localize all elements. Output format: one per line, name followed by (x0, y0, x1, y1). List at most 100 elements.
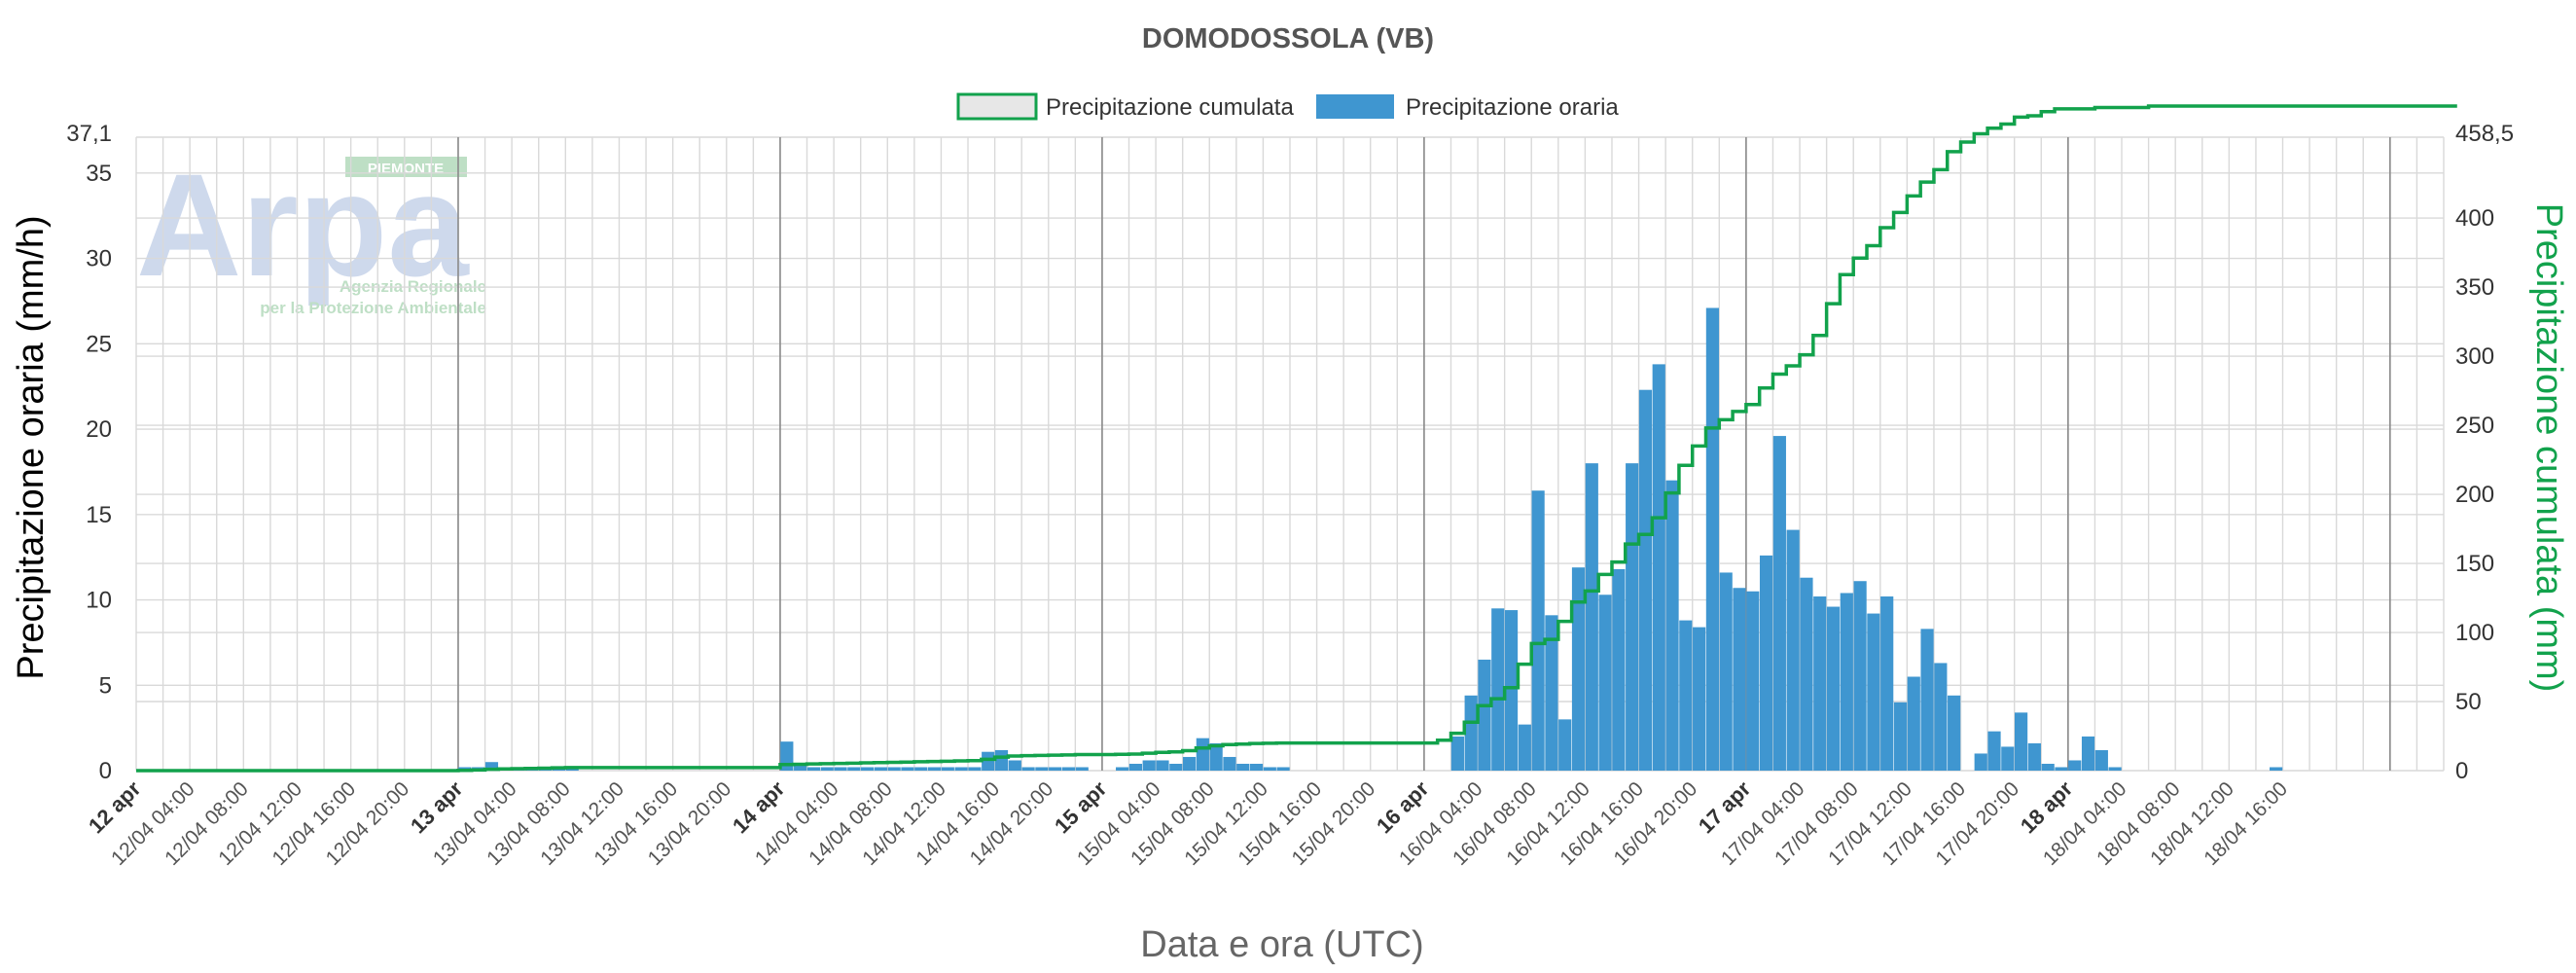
bar-oraria (1772, 436, 1786, 771)
bar-oraria (1705, 307, 1720, 771)
bar-oraria (1733, 588, 1746, 771)
bar-oraria (2027, 742, 2041, 771)
bar-oraria (1638, 389, 1653, 771)
bar-oraria (1182, 756, 1197, 771)
bar-oraria (1719, 572, 1733, 771)
bar-oraria (1478, 659, 1491, 771)
bar-oraria (1786, 529, 1800, 771)
bar-oraria (1049, 767, 1062, 771)
bar-oraria (1209, 742, 1223, 771)
y-tick-left: 10 (86, 588, 112, 614)
bar-oraria (1236, 763, 1250, 771)
y-tick-right: 250 (2455, 413, 2494, 439)
bar-oraria (1974, 753, 1987, 771)
y-axis-left-ticks: 0 5 10 15 20 25 30 35 37,1 (66, 121, 112, 784)
bar-oraria (2108, 767, 2122, 771)
bar-oraria (1948, 695, 1961, 771)
bar-oraria (1907, 676, 1920, 771)
bar-oraria (820, 767, 834, 771)
bar-oraria (1920, 629, 1934, 771)
bar-oraria (914, 767, 928, 771)
bar-oraria (1746, 591, 1760, 771)
bar-oraria (1934, 663, 1948, 771)
legend-item-oraria[interactable]: Precipitazione oraria (1316, 94, 1619, 121)
bar-oraria (1263, 767, 1276, 771)
legend-swatch-oraria (1316, 94, 1394, 119)
bar-oraria (1075, 767, 1089, 771)
bars-oraria (458, 307, 2283, 771)
bar-oraria (1128, 763, 1143, 771)
y-axis-right-ticks: 0 50 100 150 200 250 300 350 400 458,5 (2455, 121, 2514, 784)
bar-oraria (901, 767, 914, 771)
bar-oraria (1491, 608, 1505, 771)
bar-oraria (484, 762, 499, 771)
bar-oraria (1853, 581, 1867, 771)
arpa-logo: Arpa PIEMONTE Agenzia Regionale per la P… (136, 143, 486, 317)
bar-oraria (1142, 760, 1156, 771)
bar-oraria (1464, 695, 1478, 771)
y-tick-right: 0 (2455, 758, 2468, 784)
bar-oraria (1813, 596, 1827, 771)
bar-oraria (1276, 767, 1290, 771)
legend-item-cumulata[interactable]: Precipitazione cumulata (956, 92, 1294, 121)
y-tick-right: 458,5 (2455, 121, 2514, 147)
bar-oraria (994, 749, 1009, 771)
line-cumulata-path (136, 104, 2457, 773)
y-tick-left: 25 (86, 331, 112, 357)
bar-oraria (1021, 767, 1035, 771)
y-tick-left: 35 (86, 161, 112, 187)
bar-oraria (1169, 763, 1183, 771)
bar-oraria (2081, 736, 2095, 771)
bar-oraria (1598, 595, 1612, 771)
piemonte-badge-text: PIEMONTE (368, 161, 444, 177)
y-tick-left: 30 (86, 246, 112, 272)
bar-oraria (1223, 756, 1236, 771)
bar-oraria (1156, 760, 1169, 771)
y-tick-right: 100 (2455, 620, 2494, 646)
bar-oraria (1545, 615, 1558, 771)
bar-oraria (1518, 724, 1531, 771)
bar-oraria (780, 741, 794, 771)
y-tick-right: 400 (2455, 205, 2494, 232)
bar-oraria (1035, 767, 1049, 771)
bar-oraria (1196, 738, 1209, 771)
bar-oraria (1880, 596, 1894, 771)
bar-oraria (1840, 593, 1853, 771)
grid (135, 136, 2445, 772)
bar-oraria (2270, 767, 2283, 771)
line-cumulata (136, 104, 2457, 773)
y-tick-left: 0 (99, 758, 112, 784)
y-tick-right: 300 (2455, 343, 2494, 370)
bar-oraria (1008, 760, 1021, 771)
bar-oraria (1665, 480, 1679, 771)
bar-oraria (968, 767, 982, 771)
bar-oraria (1693, 627, 1706, 771)
legend[interactable]: Precipitazione cumulata Precipitazione o… (956, 92, 1619, 121)
y-tick-right: 150 (2455, 551, 2494, 577)
legend-swatch-cumulata (956, 92, 1038, 121)
bar-oraria (874, 767, 887, 771)
bar-oraria (1249, 763, 1264, 771)
bar-oraria (1531, 490, 1545, 771)
bar-oraria (1061, 767, 1076, 771)
bar-oraria (1558, 719, 1572, 771)
bar-oraria (1893, 702, 1908, 771)
y-axis-right-title: Precipitazione cumulata (mm) (2528, 203, 2569, 693)
x-axis-title: Data e ora (UTC) (1140, 924, 1423, 965)
bar-oraria (1571, 567, 1586, 771)
y-axis-left-title: Precipitazione oraria (mm/h) (11, 215, 52, 679)
y-tick-left: 15 (86, 502, 112, 528)
arpa-logo-line2: per la Protezione Ambientale (260, 299, 486, 317)
bar-oraria (1759, 555, 1773, 771)
bar-oraria (847, 767, 861, 771)
bar-oraria (1826, 606, 1841, 771)
bar-oraria (860, 767, 875, 771)
bar-oraria (887, 767, 901, 771)
bar-oraria (954, 767, 968, 771)
bar-oraria (927, 767, 942, 771)
y-tick-right: 350 (2455, 274, 2494, 301)
bar-oraria (1626, 463, 1639, 771)
bar-oraria (1504, 610, 1519, 771)
y-tick-left: 37,1 (66, 121, 112, 147)
